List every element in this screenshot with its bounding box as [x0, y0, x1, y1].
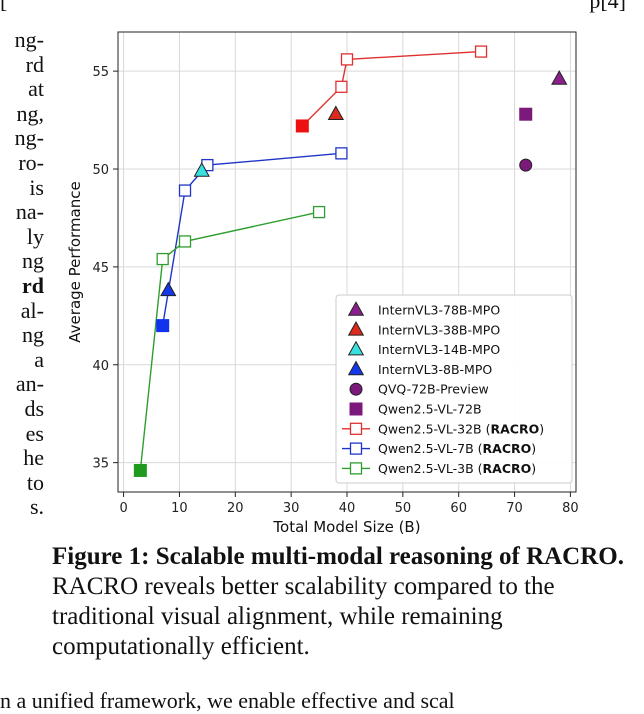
x-tick-label: 50: [395, 501, 412, 516]
x-tick-label: 70: [506, 501, 523, 516]
caption-prefix: Figure 1:: [52, 543, 156, 570]
series-point: [178, 184, 192, 197]
left-text-fragment: is: [29, 174, 44, 200]
x-tick-label: 10: [171, 501, 188, 516]
data-point: [295, 119, 309, 133]
legend-marker: [349, 442, 363, 455]
data-point: [327, 105, 344, 121]
legend-marker: [347, 360, 365, 376]
bottom-text-fragment: n a unified framework, we enable effecti…: [0, 688, 455, 713]
left-text-fragment: an-: [15, 371, 44, 397]
top-right-fragment: p[4]: [589, 0, 626, 13]
legend-marker: [347, 320, 365, 336]
caption-rest: RACRO reveals better scalability compare…: [52, 573, 555, 660]
x-tick-label: 80: [562, 501, 579, 516]
series-point: [335, 147, 348, 160]
legend-marker: [347, 301, 365, 316]
left-text-fragment: he: [23, 445, 44, 471]
series-line: [161, 152, 342, 326]
left-text-fragment: ng-: [14, 125, 44, 151]
data-point: [519, 158, 533, 172]
left-text-fragment: to: [26, 469, 44, 495]
series-point: [156, 252, 169, 266]
series-point: [335, 80, 348, 93]
left-text-fragment: es: [25, 420, 44, 446]
left-text-fragment: a: [34, 346, 44, 372]
y-axis-label: Average Performance: [66, 181, 84, 342]
legend-label: Qwen2.5-VL-3B (RACRO): [378, 461, 536, 476]
legend-label: Qwen2.5-VL-32B (RACRO): [378, 421, 544, 436]
legend-label: QVQ-72B-Preview: [378, 382, 489, 397]
legend-label: Qwen2.5-VL-7B (RACRO): [378, 441, 536, 456]
legend-label: InternVL3-14B-MPO: [378, 342, 500, 357]
series-point: [312, 205, 326, 219]
data-point: [551, 70, 568, 85]
x-tick-label: 40: [339, 501, 356, 516]
legend-marker: [349, 402, 363, 416]
left-text-fragment: al-: [20, 297, 44, 323]
legend-label: Qwen2.5-VL-72B: [378, 402, 482, 417]
figure-caption: Figure 1: Scalable multi-modal reasoning…: [52, 542, 638, 662]
top-left-fragment: [: [0, 0, 8, 13]
left-text-fragment: s.: [29, 494, 44, 520]
left-text-fragment: ng: [22, 322, 44, 348]
series-point: [340, 53, 354, 66]
left-column-text: ng-rd at ng, ng-ro-is na-ly ng rd al-ng a an-ds es…: [0, 28, 44, 688]
left-text-fragment: rd: [22, 273, 44, 298]
legend-label: InternVL3-78B-MPO: [378, 303, 500, 318]
series-line: [301, 50, 482, 127]
data-point: [160, 281, 177, 297]
legend-marker: [349, 422, 363, 435]
scalability-chart: 0 10 20 30 40 50 60 70 80 35 40 45 50 55 Total Model S…: [66, 31, 579, 536]
left-text-fragment: ro-: [18, 150, 44, 175]
x-tick-label: 60: [450, 501, 467, 516]
y-tick-label: 55: [92, 65, 109, 80]
x-axis-label: Total Model Size (B): [272, 518, 420, 536]
left-text-fragment: ds: [24, 396, 44, 421]
left-text-fragment: na-: [15, 199, 44, 225]
legend-marker: [349, 462, 363, 475]
legend-marker: [349, 382, 363, 396]
y-tick-label: 35: [92, 457, 109, 472]
data-point: [519, 107, 533, 121]
series-point: [474, 45, 488, 58]
data-point: [193, 162, 210, 177]
caption-bold: Scalable multi-modal reasoning of RACRO.: [155, 543, 624, 570]
y-tick-label: 50: [92, 163, 109, 178]
left-text-fragment: rd: [25, 51, 44, 77]
x-tick-label: 30: [283, 501, 300, 516]
legend-box: [335, 294, 573, 484]
left-text-fragment: ng,: [16, 100, 45, 126]
legend-label: InternVL3-38B-MPO: [378, 322, 500, 337]
x-tick-label: 20: [227, 501, 244, 516]
series-line: [139, 211, 320, 471]
left-text-fragment: ng-: [14, 28, 44, 52]
x-tick-label: 0: [119, 501, 127, 516]
legend-label: InternVL3-8B-MPO: [378, 362, 492, 377]
data-point: [156, 319, 170, 333]
left-text-fragment: at: [28, 76, 44, 102]
legend-marker: [347, 340, 365, 356]
left-text-fragment: ng: [22, 248, 44, 274]
data-point: [133, 463, 147, 477]
y-tick-label: 45: [92, 261, 109, 276]
y-tick-label: 40: [92, 359, 109, 374]
left-text-fragment: ly: [26, 223, 44, 249]
series-point: [178, 235, 192, 248]
